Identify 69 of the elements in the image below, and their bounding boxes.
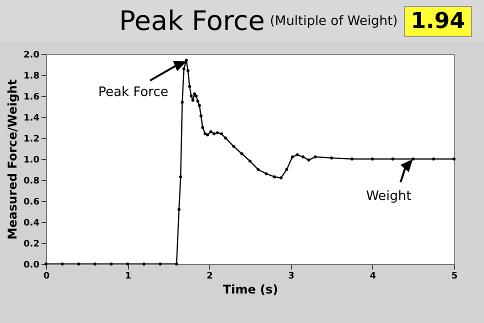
point: [204, 132, 207, 136]
point: [302, 155, 305, 158]
point: [196, 100, 200, 103]
point: [190, 94, 193, 98]
point: [201, 126, 204, 129]
chart-subtitle: (Multiple of Weight): [270, 14, 398, 28]
annotation: Peak Force: [98, 84, 168, 100]
y-tick-label: 0.2: [24, 240, 40, 250]
point: [212, 132, 216, 136]
y-tick-label: 1.8: [24, 72, 40, 82]
point: [296, 153, 299, 156]
point: [93, 262, 96, 266]
point: [224, 136, 228, 140]
point: [44, 262, 48, 266]
text: 1.94: [404, 6, 472, 36]
point: [60, 262, 64, 266]
x-tick-label: 2: [206, 272, 213, 282]
point: [188, 85, 192, 88]
y-tick-label: 1.2: [24, 134, 40, 144]
point: [186, 69, 190, 72]
chart-title: Peak Force: [119, 6, 265, 36]
point: [307, 158, 310, 162]
point: [220, 132, 223, 136]
point: [314, 155, 317, 158]
point: [198, 104, 201, 107]
y-tick-label: 0.4: [24, 218, 40, 228]
point: [240, 152, 244, 156]
point: [272, 175, 276, 178]
point: [206, 133, 210, 136]
y-tick-label: 0.0: [24, 260, 40, 270]
x-tick-label: 4: [370, 272, 376, 282]
y-tick-label: 2.0: [24, 50, 40, 60]
y-tick-label: 0.6: [24, 198, 40, 208]
point: [280, 176, 283, 180]
point: [285, 168, 288, 171]
point: [194, 94, 198, 98]
point: [264, 172, 268, 176]
y-tick-label: 1.0: [24, 156, 40, 166]
point: [232, 144, 236, 148]
x-tick-label: 5: [451, 272, 458, 282]
point: [248, 160, 252, 163]
point: [290, 155, 294, 158]
point: [184, 58, 188, 62]
x-tick-label: 3: [288, 272, 294, 282]
point: [452, 158, 456, 160]
x-tick-label: 0: [43, 272, 50, 282]
y-axis-title: Measured Force/Weight: [6, 79, 20, 240]
y-tick-label: 0.8: [24, 176, 40, 186]
y-tick-label: 1.4: [24, 114, 40, 124]
point: [158, 262, 162, 266]
point: [126, 262, 130, 266]
point: [191, 98, 194, 102]
point: [77, 262, 80, 266]
x-tick-label: 1: [124, 272, 132, 282]
point: [180, 100, 184, 104]
point: [209, 130, 212, 134]
point: [182, 67, 186, 70]
point: [110, 262, 113, 266]
x-axis-title: Time (s): [222, 282, 278, 296]
y-tick-label: 1.6: [24, 92, 40, 102]
point: [179, 175, 182, 178]
point: [412, 158, 415, 160]
point: [391, 158, 394, 160]
point: [216, 131, 219, 134]
point: [142, 262, 146, 266]
point: [193, 92, 196, 96]
point: [175, 262, 178, 266]
point: [256, 168, 260, 171]
annotation: Weight: [366, 188, 412, 204]
